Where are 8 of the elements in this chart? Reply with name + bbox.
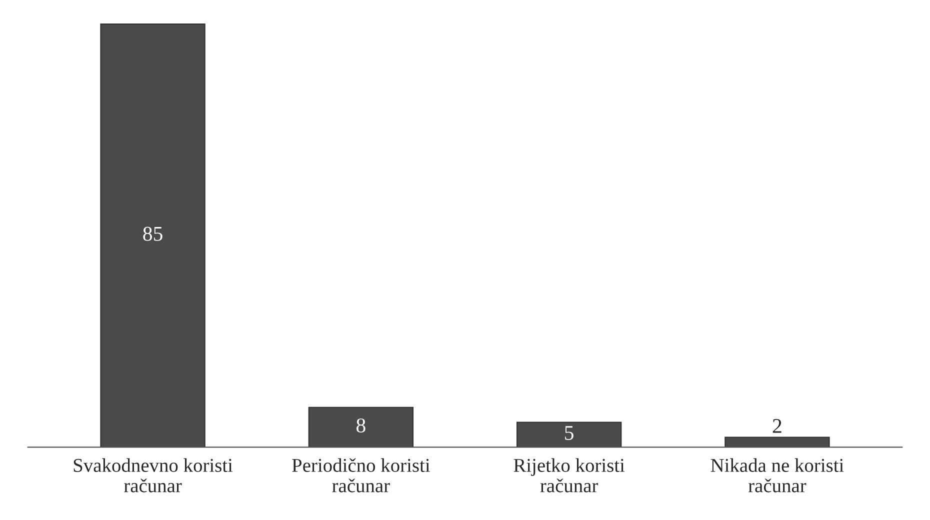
x-tick-label: Rijetko koristi računar [514,458,625,492]
data-label: 8 [356,418,366,433]
data-label: 5 [565,426,574,440]
data-label: 2 [772,419,782,433]
data-label: 85 [143,226,162,241]
x-tick-label: Periodično koristi računar [292,458,430,492]
x-tick-label: Nikada ne koristi računar [710,458,844,492]
x-tick-label: Svakodnevno koristi računar [74,458,233,492]
